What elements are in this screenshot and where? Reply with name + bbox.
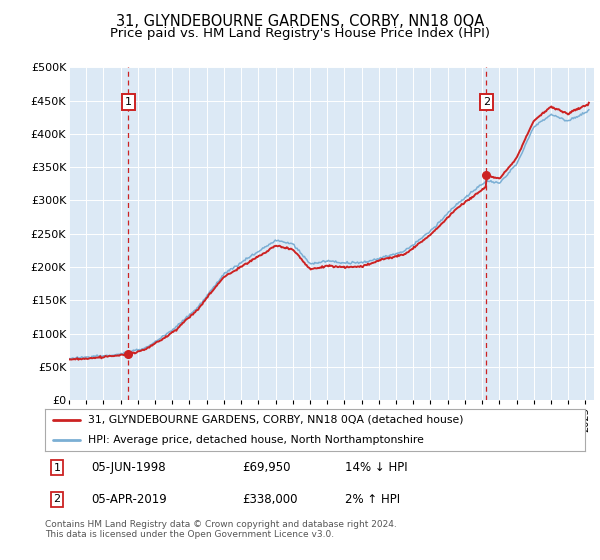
Text: 05-JUN-1998: 05-JUN-1998 xyxy=(91,461,166,474)
Text: 2: 2 xyxy=(53,494,61,505)
Text: 14% ↓ HPI: 14% ↓ HPI xyxy=(345,461,407,474)
Text: £338,000: £338,000 xyxy=(242,493,298,506)
Text: HPI: Average price, detached house, North Northamptonshire: HPI: Average price, detached house, Nort… xyxy=(88,435,424,445)
Text: 1: 1 xyxy=(125,97,132,107)
Text: 31, GLYNDEBOURNE GARDENS, CORBY, NN18 0QA: 31, GLYNDEBOURNE GARDENS, CORBY, NN18 0Q… xyxy=(116,14,484,29)
Text: Price paid vs. HM Land Registry's House Price Index (HPI): Price paid vs. HM Land Registry's House … xyxy=(110,27,490,40)
Text: 05-APR-2019: 05-APR-2019 xyxy=(91,493,167,506)
Text: 2: 2 xyxy=(483,97,490,107)
Text: 31, GLYNDEBOURNE GARDENS, CORBY, NN18 0QA (detached house): 31, GLYNDEBOURNE GARDENS, CORBY, NN18 0Q… xyxy=(88,415,464,424)
Text: Contains HM Land Registry data © Crown copyright and database right 2024.
This d: Contains HM Land Registry data © Crown c… xyxy=(45,520,397,539)
Text: 2% ↑ HPI: 2% ↑ HPI xyxy=(345,493,400,506)
Text: £69,950: £69,950 xyxy=(242,461,290,474)
Text: 1: 1 xyxy=(53,463,61,473)
